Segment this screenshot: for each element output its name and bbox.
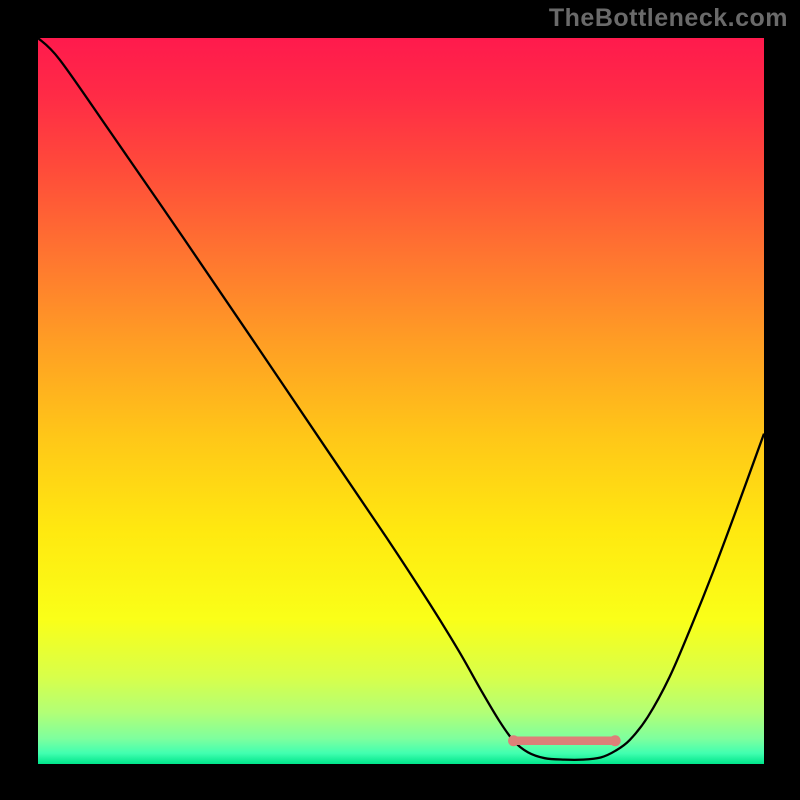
optimal-range-right-dot (610, 735, 621, 746)
gradient-background (38, 38, 764, 764)
bottleneck-curve-chart (0, 0, 800, 800)
chart-frame: { "attribution": "TheBottleneck.com", "c… (0, 0, 800, 800)
optimal-range-left-dot (508, 735, 519, 746)
